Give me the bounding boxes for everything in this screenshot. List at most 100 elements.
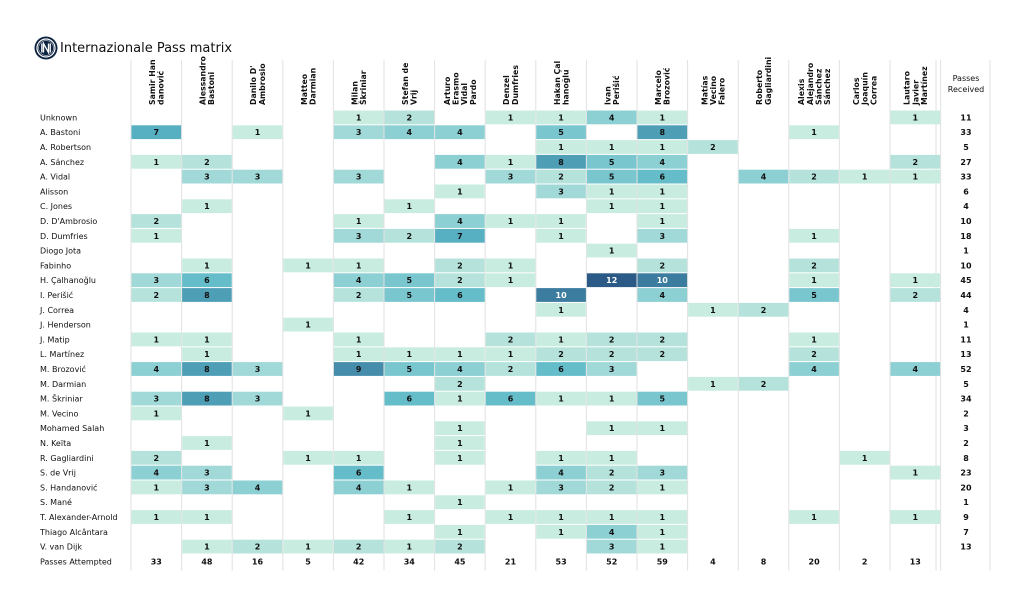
- cell-value: 1: [356, 454, 362, 463]
- cell-value: 1: [811, 513, 817, 522]
- cell-value: 2: [154, 217, 160, 226]
- row-label: C. Jones: [40, 202, 72, 211]
- column-header-line: Matteo: [300, 73, 309, 105]
- cell-value: 1: [407, 202, 413, 211]
- heatmap-cell: [435, 421, 485, 436]
- column-header: AlessandroBastoni: [199, 55, 217, 105]
- column-header-line: Alejandro: [806, 62, 815, 105]
- cell-value: 8: [204, 395, 210, 404]
- heatmap-cell: [637, 347, 688, 362]
- cell-value: 2: [457, 276, 463, 285]
- heatmap-cell: [131, 228, 182, 243]
- heatmap-cell: [435, 154, 485, 169]
- cell-value: 2: [356, 543, 362, 552]
- heatmap-cell: [637, 184, 688, 199]
- column-header-line: Erasmo: [452, 72, 461, 105]
- cell-value: 1: [609, 202, 615, 211]
- heatmap-cell: [333, 228, 384, 243]
- cell-value: 4: [558, 469, 564, 478]
- heatmap-cell: [789, 125, 839, 140]
- cell-value: 1: [660, 143, 666, 152]
- heatmap-cell: [586, 140, 637, 154]
- heatmap-cell: [131, 450, 182, 465]
- heatmap-cell: [536, 288, 586, 302]
- column-header-line: Alexis: [797, 78, 806, 105]
- row-label: H. Çalhanoğlu: [40, 276, 96, 285]
- cell-value: 7: [154, 128, 160, 137]
- heatmap-cell: [586, 184, 637, 199]
- row-label: S. Handanović: [40, 482, 97, 492]
- heatmap-cell: [182, 347, 232, 362]
- column-header-line: Dumfries: [511, 65, 520, 105]
- heatmap-cell: [435, 347, 485, 362]
- column-total: 52: [606, 557, 617, 566]
- cell-value: 4: [457, 217, 463, 226]
- passes-attempted-label: Passes Attempted: [40, 557, 112, 566]
- column-total: 21: [505, 557, 517, 566]
- column-header-line: Javier: [911, 80, 920, 106]
- heatmap-cell: [182, 273, 232, 288]
- cell-value: 2: [255, 543, 261, 552]
- heatmap-cell: [586, 332, 637, 347]
- cell-value: 1: [457, 498, 463, 507]
- heatmap-cell: [890, 288, 941, 302]
- cell-value: 1: [255, 128, 261, 137]
- column-total: 2: [862, 557, 868, 566]
- column-header: Hakan Çalhanoğlu: [553, 61, 571, 105]
- heatmap-cell: [384, 347, 435, 362]
- column-header-line: Škriniar: [359, 70, 368, 105]
- column-header: LautaroJavierMartínez: [903, 66, 929, 106]
- cell-value: 2: [811, 350, 817, 359]
- column-header-line: Marcelo: [654, 70, 663, 105]
- heatmap-cell: [586, 450, 637, 465]
- cell-value: 2: [508, 365, 514, 374]
- cell-value: 1: [407, 543, 413, 552]
- cell-value: 1: [811, 232, 817, 241]
- heatmap-cell: [536, 391, 586, 406]
- cell-value: 1: [913, 113, 919, 122]
- heatmap-cell: [333, 288, 384, 302]
- heatmap-cell: [435, 450, 485, 465]
- cell-value: 1: [913, 513, 919, 522]
- heatmap-cell: [435, 539, 485, 554]
- heatmap-cell: [131, 362, 182, 376]
- row-total: 5: [963, 143, 969, 152]
- heatmap-cell: [384, 480, 435, 495]
- column-header: MatíasVecinoFalero: [700, 75, 726, 105]
- cell-value: 1: [204, 202, 210, 211]
- heatmap-cell: [890, 510, 941, 524]
- cell-value: 4: [761, 173, 767, 182]
- heatmap-cell: [586, 524, 637, 539]
- heatmap-cell: [485, 214, 536, 228]
- row-total: 13: [960, 543, 971, 552]
- heatmap-cell: [485, 510, 536, 524]
- heatmap-cell: [131, 288, 182, 302]
- cell-value: 3: [255, 365, 261, 374]
- row-label: L. Martínez: [40, 350, 84, 359]
- heatmap-cell: [485, 480, 536, 495]
- column-header-line: Hakan Çal: [553, 61, 562, 105]
- heatmap-cell: [536, 302, 586, 317]
- heatmap-cell: [384, 539, 435, 554]
- heatmap-cell: [586, 273, 637, 288]
- cell-value: 1: [558, 232, 564, 241]
- column-header-line: Matías: [700, 75, 709, 105]
- heatmap-cell: [586, 391, 637, 406]
- cell-value: 1: [154, 483, 160, 492]
- heatmap-cell: [283, 406, 333, 421]
- column-total: 8: [761, 557, 767, 566]
- heatmap-cell: [789, 228, 839, 243]
- heatmap-cell: [536, 228, 586, 243]
- heatmap-cell: [637, 539, 688, 554]
- cell-value: 6: [508, 395, 514, 404]
- cell-value: 5: [811, 291, 817, 300]
- heatmap-cell: [182, 436, 232, 450]
- heatmap-cell: [536, 110, 586, 125]
- column-header-line: Sánchez: [814, 68, 823, 105]
- cell-value: 3: [609, 543, 615, 552]
- row-label: N. Keïta: [40, 439, 71, 448]
- row-label: R. Gagliardini: [40, 454, 94, 463]
- cell-value: 1: [558, 395, 564, 404]
- cell-value: 4: [913, 365, 919, 374]
- row-total: 23: [960, 469, 971, 478]
